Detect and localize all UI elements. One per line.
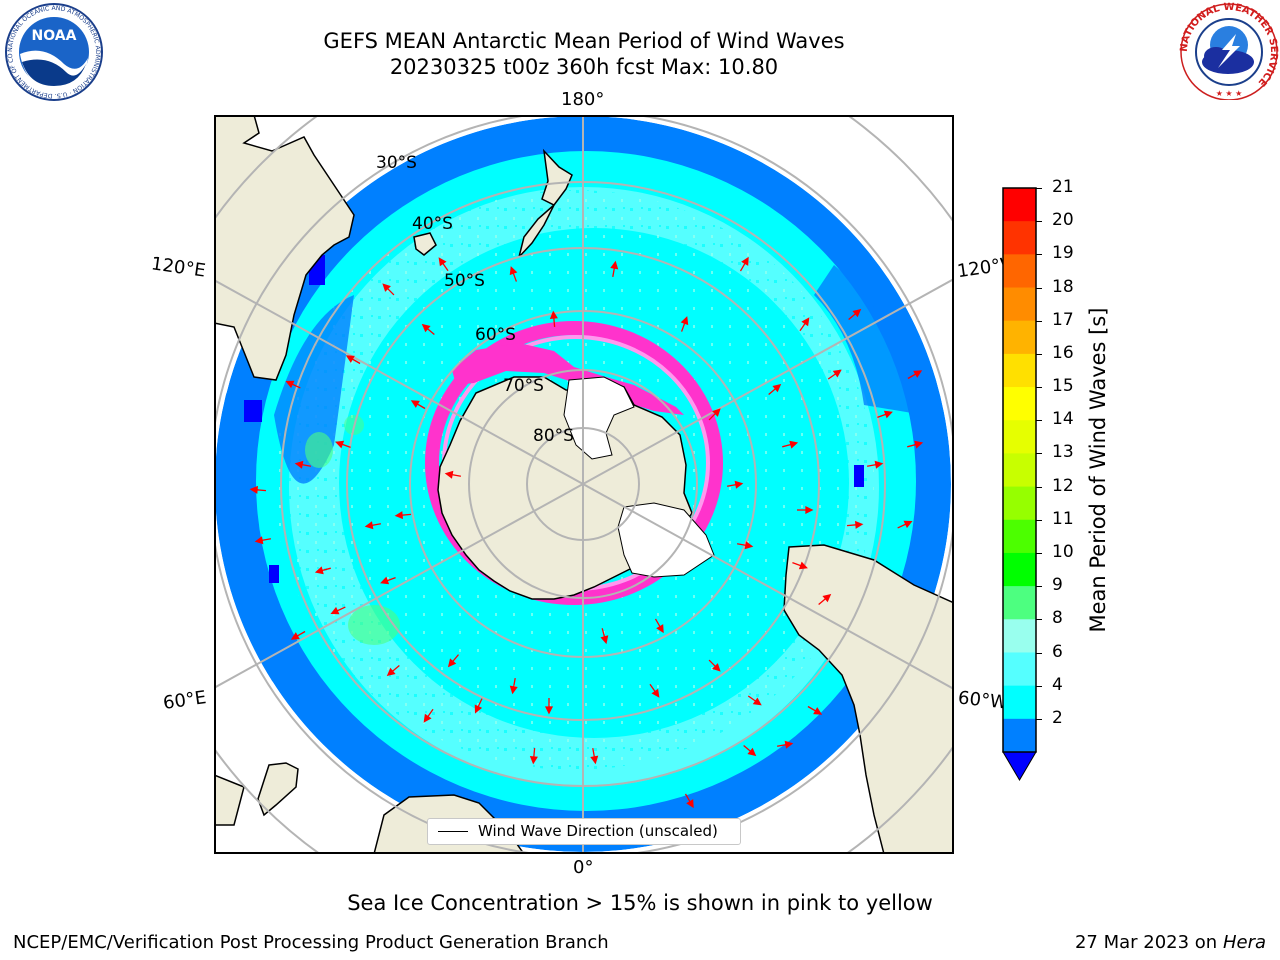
colorbar-tick-label: 8 bbox=[1052, 608, 1063, 629]
colorbar-tick-label: 15 bbox=[1052, 376, 1074, 397]
lat-label-80s: 80°S bbox=[533, 426, 574, 446]
colorbar-tick-mark bbox=[1036, 221, 1042, 223]
colorbar-band bbox=[1003, 254, 1036, 289]
graticule bbox=[214, 115, 954, 854]
colorbar-band bbox=[1003, 486, 1036, 521]
lat-label-40s: 40°S bbox=[412, 214, 453, 234]
lat-label-60s: 60°S bbox=[475, 325, 516, 345]
colorbar-band bbox=[1003, 685, 1036, 720]
colorbar-tick-mark bbox=[1036, 519, 1042, 521]
colorbar-tick-mark bbox=[1036, 652, 1042, 654]
colorbar-tick-label: 9 bbox=[1052, 575, 1063, 596]
colorbar-band bbox=[1003, 287, 1036, 322]
colorbar-band bbox=[1003, 552, 1036, 587]
colorbar-tick-label: 2 bbox=[1052, 707, 1063, 728]
colorbar-band bbox=[1003, 652, 1036, 687]
colorbar-tick-label: 17 bbox=[1052, 309, 1074, 330]
colorbar-tick-mark bbox=[1036, 685, 1042, 687]
colorbar-tick-label: 21 bbox=[1052, 177, 1074, 197]
colorbar-tick-mark bbox=[1036, 718, 1042, 720]
noaa-logo: NATIONAL OCEANIC AND ATMOSPHERIC ADMINIS… bbox=[4, 2, 103, 101]
colorbar-tick-label: 14 bbox=[1052, 409, 1074, 430]
colorbar-band bbox=[1003, 353, 1036, 388]
antarctica bbox=[437, 376, 715, 600]
colorbar-tick-mark bbox=[1036, 320, 1042, 322]
lat-label-30s: 30°S bbox=[376, 153, 417, 173]
footer-host: Hera bbox=[1222, 932, 1266, 953]
legend-label: Wind Wave Direction (unscaled) bbox=[478, 822, 718, 840]
colorbar-tick-label: 13 bbox=[1052, 442, 1074, 463]
colorbar-tick-label: 19 bbox=[1052, 243, 1074, 264]
colorbar-band bbox=[1003, 221, 1036, 255]
svg-text:★ ★ ★: ★ ★ ★ bbox=[1216, 89, 1243, 98]
colorbar-band bbox=[1003, 519, 1036, 554]
colorbar-label: Mean Period of Wind Waves [s] bbox=[1086, 307, 1110, 633]
svg-text:NOAA: NOAA bbox=[32, 28, 77, 44]
colorbar-tick-label: 10 bbox=[1052, 541, 1074, 562]
chart-subtitle: 20230325 t00z 360h fcst Max: 10.80 bbox=[389, 55, 779, 79]
map-frame bbox=[214, 115, 954, 854]
sea-ice-note: Sea Ice Concentration > 15% is shown in … bbox=[347, 891, 933, 915]
colorbar-tick-mark bbox=[1036, 188, 1042, 189]
colorbar-band bbox=[1003, 586, 1036, 620]
lat-label-70s: 70°S bbox=[503, 376, 544, 396]
nws-logo: NATIONAL WEATHER SERVICE ★ ★ ★ bbox=[1179, 2, 1279, 100]
colorbar-tick-mark bbox=[1036, 586, 1042, 588]
footer-date-text: 27 Mar 2023 on bbox=[1074, 932, 1218, 953]
colorbar-tick-mark bbox=[1036, 387, 1042, 389]
colorbar-band bbox=[1003, 320, 1036, 355]
colorbar-band bbox=[1003, 619, 1036, 653]
colorbar-tick-mark bbox=[1036, 287, 1042, 289]
colorbar-band bbox=[1003, 718, 1036, 753]
colorbar-tick-mark bbox=[1036, 552, 1042, 554]
colorbar-band bbox=[1003, 387, 1036, 421]
lon-label-0: 0° bbox=[573, 857, 594, 878]
colorbar-tick-mark bbox=[1036, 254, 1042, 256]
colorbar-tick-mark bbox=[1036, 453, 1042, 455]
legend-line-swatch bbox=[438, 831, 468, 832]
colorbar-band bbox=[1003, 420, 1036, 454]
lon-label-180: 180° bbox=[561, 89, 605, 110]
colorbar-tick-label: 11 bbox=[1052, 508, 1074, 529]
colorbar-tick-mark bbox=[1036, 486, 1042, 488]
lon-label-60w: 60°W bbox=[957, 687, 1009, 714]
legend: Wind Wave Direction (unscaled) bbox=[427, 818, 741, 845]
colorbar-tick-label: 18 bbox=[1052, 276, 1074, 297]
wind-wave-arrows bbox=[249, 256, 924, 809]
colorbar-tick-label: 12 bbox=[1052, 475, 1074, 496]
polar-map: 30°S 40°S 50°S 60°S 70°S 80°S bbox=[214, 115, 954, 854]
colorbar-tick-label: 20 bbox=[1052, 210, 1074, 231]
lon-label-60e: 60°E bbox=[161, 687, 208, 714]
colorbar-tick-label: 4 bbox=[1052, 674, 1063, 695]
colorbar bbox=[1002, 187, 1037, 781]
lon-label-120e: 120°E bbox=[149, 253, 207, 282]
colorbar-tick-mark bbox=[1036, 420, 1042, 422]
colorbar-band bbox=[1003, 453, 1036, 488]
colorbar-tick-label: 16 bbox=[1052, 342, 1074, 363]
colorbar-tick-mark bbox=[1036, 353, 1042, 355]
footer-credit: NCEP/EMC/Verification Post Processing Pr… bbox=[13, 932, 609, 953]
chart-title: GEFS MEAN Antarctic Mean Period of Wind … bbox=[323, 29, 845, 53]
colorbar-tick-label: 6 bbox=[1052, 641, 1063, 662]
lat-label-50s: 50°S bbox=[444, 271, 485, 291]
footer-date: 27 Mar 2023 on Hera bbox=[1075, 932, 1266, 953]
colorbar-band bbox=[1003, 188, 1036, 222]
colorbar-tick-mark bbox=[1036, 619, 1042, 621]
